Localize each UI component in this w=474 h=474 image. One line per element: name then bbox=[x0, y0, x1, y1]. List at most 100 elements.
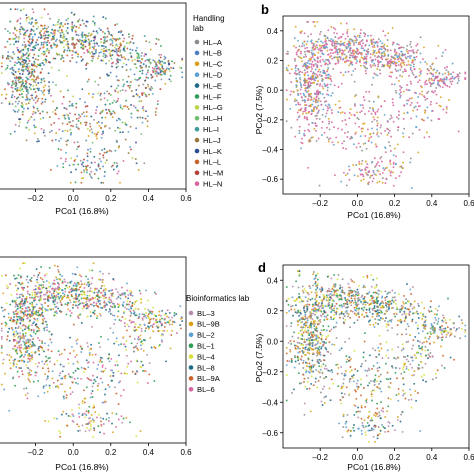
panel-b-point bbox=[373, 173, 376, 175]
panel-c-point bbox=[97, 291, 100, 294]
panel-b-point bbox=[377, 108, 380, 111]
panel-a-point bbox=[17, 70, 20, 73]
panel-b-point bbox=[374, 41, 376, 44]
panel-b-point bbox=[402, 70, 404, 73]
panel-a-point bbox=[70, 11, 73, 14]
panel-b-point bbox=[445, 76, 448, 79]
panel-a-point bbox=[16, 8, 19, 11]
panel-b-point bbox=[358, 160, 361, 163]
panel-b-point bbox=[384, 54, 387, 56]
panel-d-point bbox=[402, 300, 405, 303]
panel-c-point bbox=[67, 414, 70, 417]
panel-c-point bbox=[26, 349, 29, 352]
panel-b-point bbox=[389, 159, 392, 162]
panel-a-point bbox=[42, 46, 45, 48]
panel-b-point bbox=[336, 51, 339, 54]
panel-c-point bbox=[22, 359, 25, 362]
panel-a-point bbox=[32, 110, 35, 113]
panel-a-point bbox=[155, 37, 158, 40]
panel-c-point bbox=[22, 340, 25, 343]
panel-a-point bbox=[81, 34, 84, 37]
panel-a-point bbox=[86, 159, 89, 162]
panel-b-point bbox=[389, 171, 392, 174]
panel-c-point bbox=[65, 396, 68, 399]
panel-c-point bbox=[18, 346, 21, 349]
panel-b-point bbox=[448, 78, 451, 81]
panel-c-point bbox=[63, 365, 65, 368]
panel-c-point bbox=[118, 319, 121, 321]
panel-d-point bbox=[395, 394, 398, 397]
panel-c-point bbox=[115, 425, 118, 428]
panel-c-point bbox=[136, 381, 139, 384]
panel-c-point bbox=[50, 292, 53, 295]
panel-a-point bbox=[92, 30, 95, 33]
panel-c-point bbox=[171, 320, 174, 323]
panel-b-point bbox=[336, 53, 339, 56]
panel-b-point bbox=[310, 33, 312, 36]
panel-b-point bbox=[325, 74, 328, 77]
panel-a-point bbox=[136, 46, 139, 49]
panel-b-point bbox=[441, 73, 444, 76]
panel-b-point bbox=[367, 174, 369, 176]
panel-c-point bbox=[146, 382, 149, 384]
panel-a-point bbox=[149, 89, 152, 91]
panel-b-point bbox=[374, 165, 376, 168]
panel-c-point bbox=[21, 329, 24, 332]
panel-c-point bbox=[12, 338, 15, 341]
panel-a-point bbox=[92, 46, 95, 49]
panel-c-point bbox=[76, 284, 78, 287]
panel-b-point bbox=[403, 127, 406, 130]
panel-c-point bbox=[15, 330, 18, 333]
panel-a-point bbox=[108, 127, 111, 130]
panel-a-point bbox=[126, 80, 129, 83]
panel-c-point bbox=[17, 360, 20, 363]
panel-b-point bbox=[388, 66, 391, 69]
panel-c-point bbox=[22, 287, 25, 290]
panel-b-point bbox=[354, 103, 356, 106]
panel-c-point bbox=[136, 370, 139, 373]
panel-c-point bbox=[25, 347, 28, 350]
panel-a-point bbox=[98, 157, 101, 160]
panel-c-point bbox=[148, 322, 151, 324]
panel-a-point bbox=[34, 47, 37, 50]
panel-d-point bbox=[302, 300, 305, 303]
panel-b-point bbox=[399, 74, 401, 77]
panel-d-point bbox=[362, 356, 365, 359]
panel-c-point bbox=[41, 367, 44, 370]
panel-b-point bbox=[305, 65, 308, 68]
panel-b-point bbox=[346, 28, 349, 31]
panel-c-point bbox=[143, 324, 146, 327]
panel-a-point bbox=[75, 25, 78, 28]
panel-b-point bbox=[303, 117, 306, 120]
panel-a-point bbox=[108, 59, 111, 62]
panel-b-point bbox=[355, 62, 358, 65]
panel-a-point bbox=[69, 128, 72, 131]
panel-c-point bbox=[132, 321, 135, 324]
panel-b-point bbox=[425, 131, 428, 134]
panel-c-point bbox=[24, 331, 27, 334]
panel-b-point bbox=[394, 89, 397, 92]
panel-a-point bbox=[95, 51, 97, 54]
panel-c-point bbox=[134, 314, 137, 317]
panel-c-point bbox=[125, 329, 128, 332]
panel-c-point bbox=[27, 292, 29, 295]
panel-b-point bbox=[345, 60, 348, 63]
panel-b-point bbox=[294, 69, 297, 72]
panel-a-point bbox=[134, 106, 137, 109]
panel-a-point bbox=[143, 35, 146, 38]
panel-b-point bbox=[429, 85, 432, 88]
panel-c-point bbox=[44, 373, 47, 376]
panel-c-point bbox=[46, 377, 49, 380]
panel-a-point bbox=[40, 89, 43, 92]
panel-b-point bbox=[372, 110, 375, 113]
panel-c-point bbox=[52, 301, 55, 304]
panel-a-point bbox=[36, 75, 39, 78]
panel-b-point bbox=[439, 96, 442, 99]
panel-c-point bbox=[89, 427, 92, 430]
panel-b-point bbox=[430, 72, 432, 75]
panel-a-legend-label: HL–D bbox=[203, 71, 223, 80]
panel-c-point bbox=[158, 310, 161, 313]
panel-c-point bbox=[51, 377, 54, 380]
panel-c-point bbox=[113, 386, 116, 389]
panel-c-point bbox=[26, 351, 28, 354]
